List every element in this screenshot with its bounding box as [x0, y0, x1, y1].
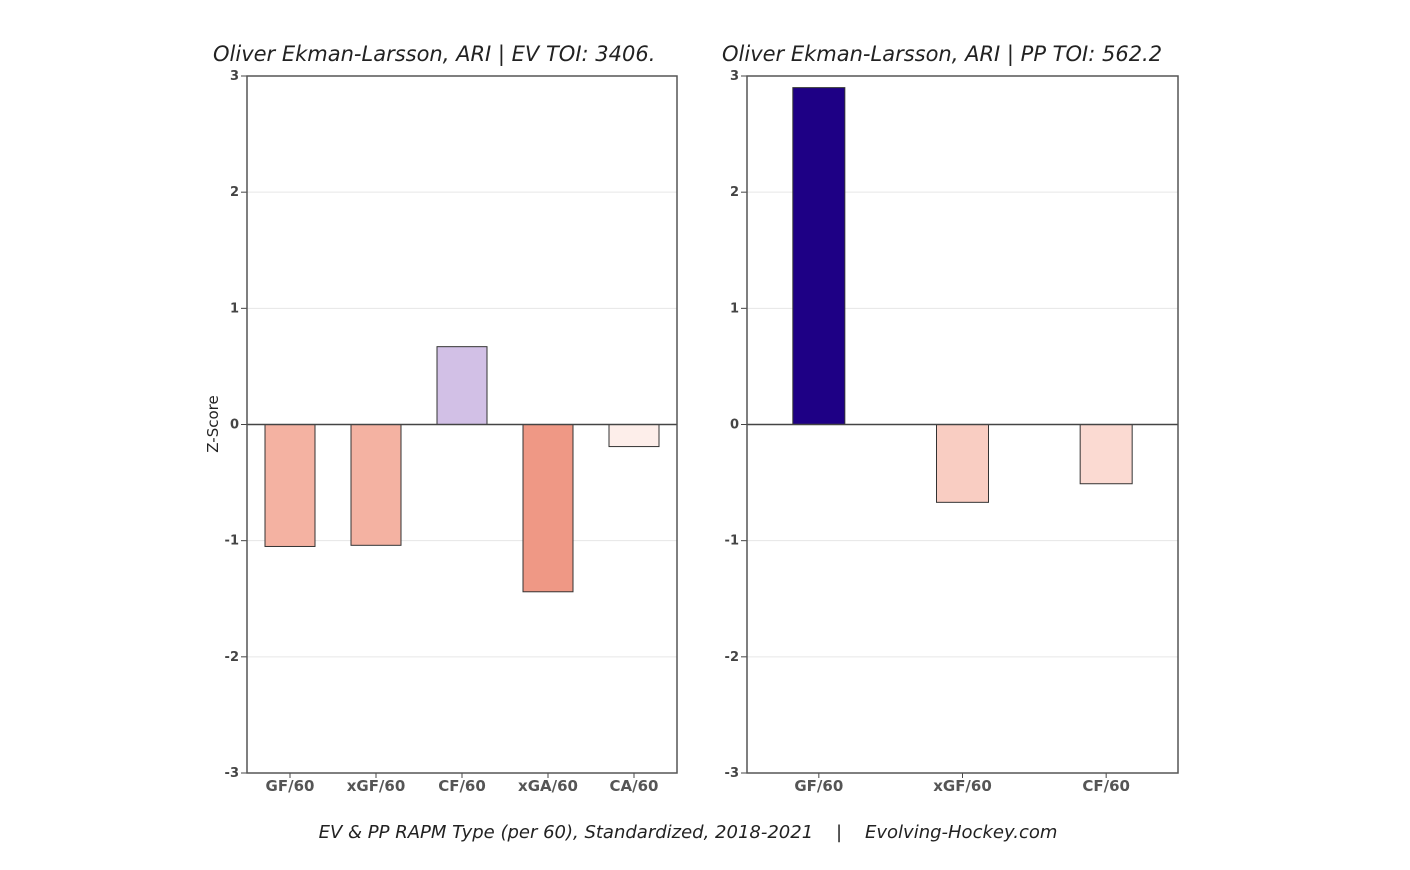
ev-y-axis-label: Z-Score — [204, 395, 222, 452]
pp-axes: 3 2 1 0 -1 -2 -3 GF/60 xGF/60 CF/60 — [725, 69, 1179, 795]
ev-x-tick-label-cf-60: CF/60 — [438, 777, 486, 795]
pp-x-tick-label-gf-60: GF/60 — [794, 777, 843, 795]
ev-bar-xgf-60 — [350, 424, 402, 546]
pp-y-tick-label: 0 — [730, 418, 739, 433]
pp-x-tick-label-xgf-60: xGF/60 — [933, 777, 992, 795]
pp-y-tick-label: -1 — [725, 534, 739, 549]
ev-y-tick-label: -2 — [225, 650, 239, 665]
ev-y-tick-label: 0 — [230, 418, 239, 433]
ev-bar-gf-60 — [264, 424, 316, 547]
ev-panel: Oliver Ekman-Larsson, ARI | EV TOI: 3406… — [204, 42, 678, 795]
ev-y-tick-label: -3 — [225, 766, 239, 781]
pp-bar-gf-60 — [792, 87, 846, 425]
ev-axes: 3 2 1 0 -1 -2 -3 GF/60 xGF/60 CF/60 xGA/60 CA/60 — [225, 69, 678, 795]
ev-bars — [264, 346, 660, 593]
ev-gridlines — [247, 191, 677, 658]
ev-y-tick-label: -1 — [225, 534, 239, 549]
ev-panel-title: Oliver Ekman-Larsson, ARI | EV TOI: 3406… — [213, 42, 655, 67]
ev-bar-ca-60 — [608, 424, 660, 448]
pp-panel-title: Oliver Ekman-Larsson, ARI | PP TOI: 562.… — [722, 42, 1162, 67]
pp-plot-frame — [746, 75, 1179, 774]
chart-footer-caption: EV & PP RAPM Type (per 60), Standardized… — [319, 822, 1058, 843]
ev-x-tick-label-ca-60: CA/60 — [610, 777, 659, 795]
pp-y-tick-label: 1 — [730, 301, 739, 316]
ev-bar-xga-60 — [522, 424, 574, 593]
pp-x-tick-label-cf-60: CF/60 — [1082, 777, 1130, 795]
pp-y-tick-label: -2 — [725, 650, 739, 665]
ev-x-tick-label-gf-60: GF/60 — [266, 777, 315, 795]
ev-bar-cf-60 — [436, 346, 488, 425]
ev-y-tick-label: 1 — [230, 301, 239, 316]
pp-y-tick-label: 3 — [730, 69, 739, 84]
pp-y-tick-label: 2 — [730, 185, 739, 200]
ev-y-tick-label: 3 — [230, 69, 239, 84]
pp-bar-xgf-60 — [936, 424, 989, 503]
ev-x-tick-label-xgf-60: xGF/60 — [347, 777, 406, 795]
pp-bar-cf-60 — [1079, 424, 1133, 485]
pp-panel: Oliver Ekman-Larsson, ARI | PP TOI: 562.… — [722, 42, 1179, 795]
ev-x-tick-label-xga-60: xGA/60 — [518, 777, 578, 795]
ev-y-tick-label: 2 — [230, 185, 239, 200]
pp-bars — [792, 87, 1133, 503]
pp-y-tick-label: -3 — [725, 766, 739, 781]
ev-plot-frame — [246, 75, 678, 774]
